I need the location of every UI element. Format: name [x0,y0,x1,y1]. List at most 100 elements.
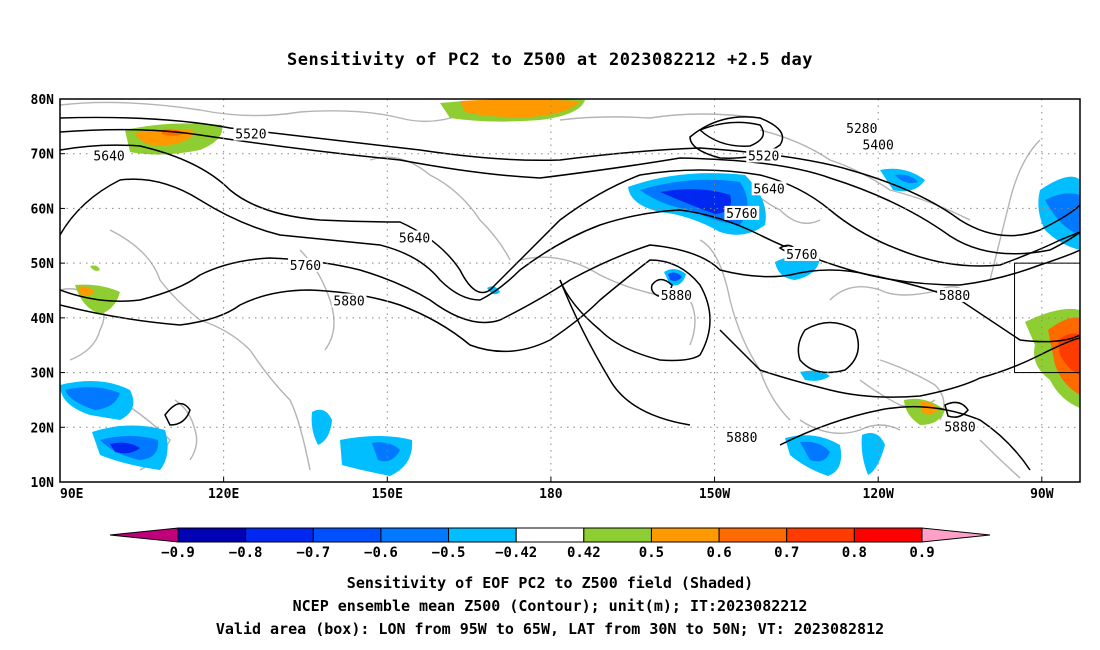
caption-valid-area: Valid area (box): LON from 95W to 65W, L… [215,620,885,638]
valid-area-box [1014,262,1080,374]
shade-negative-patch [800,370,830,381]
shade-negative-center [110,442,140,454]
axis-labels: 90E120E150E180150W120W90W60W80N70N60N50N… [31,93,1054,502]
shade-negative-core [895,174,918,184]
shade-negative-core [372,442,400,462]
contour-label: 5880 [944,420,975,435]
contour-label: 5880 [661,289,692,304]
shade-positive-core [460,99,580,118]
contour-label: 5760 [290,259,321,274]
lat-tick-label: 30N [31,367,55,382]
caption-contour: NCEP ensemble mean Z500 (Contour); unit(… [292,597,808,615]
contour-label-bg [724,205,760,220]
colorbar-label: 0.9 [909,545,934,561]
colorbar-label: 0.6 [706,545,731,561]
lat-tick-label: 60N [31,202,55,217]
contour-label: 5640 [399,232,430,247]
shade-negative-core [1045,193,1080,235]
lon-tick-label: 120E [208,487,239,502]
contour-label-bg [784,246,820,261]
shade-negative-center [660,189,731,214]
shade-negative-core [800,441,830,462]
lat-tick-label: 10N [31,476,55,491]
colorbar-swatch [245,527,314,543]
contour-label-bg [397,230,432,245]
sensitivity-shading [60,99,1080,476]
lat-tick-label: 80N [31,93,55,108]
colorbar-swatch [448,527,517,543]
contour-label-bg [844,121,880,136]
colorbar-swatch [650,527,720,543]
coastlines [60,101,1041,479]
contour-label-bg [942,419,978,434]
shade-negative-patch [775,254,820,280]
colorbar-swatch [177,527,247,543]
caption-shaded: Sensitivity of EOF PC2 to Z500 field (Sh… [346,574,754,592]
contour-label-bg [233,126,269,141]
contour-label-bg [331,293,367,308]
contour-label-bg [91,148,127,163]
colorbar-label: 0.7 [774,545,799,561]
contour-label: 5640 [93,149,124,164]
shade-positive-patch [90,265,100,271]
z500-contours [60,116,1080,471]
shade-negative-patch [861,432,885,475]
colorbar-label: −0.6 [364,545,398,561]
colorbar-low-triangle [109,527,179,543]
contour-label: 5760 [786,248,817,263]
colorbar-high-triangle [921,527,991,543]
contour-label-bg [746,148,782,163]
contour-label: 5880 [939,289,970,304]
lat-tick-label: 50N [31,257,55,272]
colorbar-swatch [853,527,923,543]
colorbar-swatch [380,527,450,543]
contour-labels: 5520 5640 5640 5760 5880 5520 5400 5280 5640 5760… [91,121,978,446]
colorbar-label: 0.5 [639,545,664,561]
shade-negative-core [668,272,682,281]
contour-label-bg [288,257,323,272]
contour-label-bg [751,181,787,196]
colorbar-label: −0.5 [432,545,466,561]
lon-tick-label: 90W [1030,487,1054,502]
colorbar-label: 0.42 [567,545,601,561]
contour-label-bg [937,287,972,302]
colorbar-swatch [312,527,382,543]
lon-tick-label: 180 [539,487,563,502]
contour-label-bg [860,137,896,152]
colorbar-swatch [583,527,652,543]
lon-tick-label: 120W [863,487,894,502]
lon-tick-label: 150W [699,487,730,502]
lat-tick-label: 70N [31,148,55,163]
colorbar-swatch [718,527,788,543]
shade-negative-patch [311,409,332,445]
colorbar-swatch [515,527,585,543]
colorbar-label: −0.9 [161,545,195,561]
contour-label: 5520 [748,149,779,164]
colorbar-label: −0.42 [495,545,537,561]
colorbar-swatch [786,527,855,543]
colorbar-label: −0.8 [229,545,263,561]
contour-label: 5880 [333,294,364,309]
plot-frame [59,98,1081,483]
contour-label-bg [658,287,694,302]
contour-label: 5400 [863,139,894,154]
gridlines [60,99,1080,482]
contour-label: 5640 [753,182,784,197]
shade-positive-core [78,286,95,296]
lat-tick-label: 20N [31,421,55,436]
contour-label: 5520 [235,128,266,143]
lon-tick-label: 90E [60,487,83,502]
contour-label: 5760 [726,207,757,222]
colorbar-label: 0.8 [842,545,867,561]
shade-negative-patch [340,436,413,476]
lon-tick-label: 150E [372,487,403,502]
contour-label: 5280 [846,122,877,137]
colorbar-label: −0.7 [296,545,330,561]
colorbar: −0.9 −0.8 −0.7 −0.6 −0.5 −0.42 0.42 0.5 0.6 0.7 0.… [109,527,991,561]
shade-negative-core [65,387,120,410]
lat-tick-label: 40N [31,312,55,327]
shade-negative-patch [487,286,500,295]
contour-label: 5880 [726,431,757,446]
contour-label-bg [724,430,760,445]
